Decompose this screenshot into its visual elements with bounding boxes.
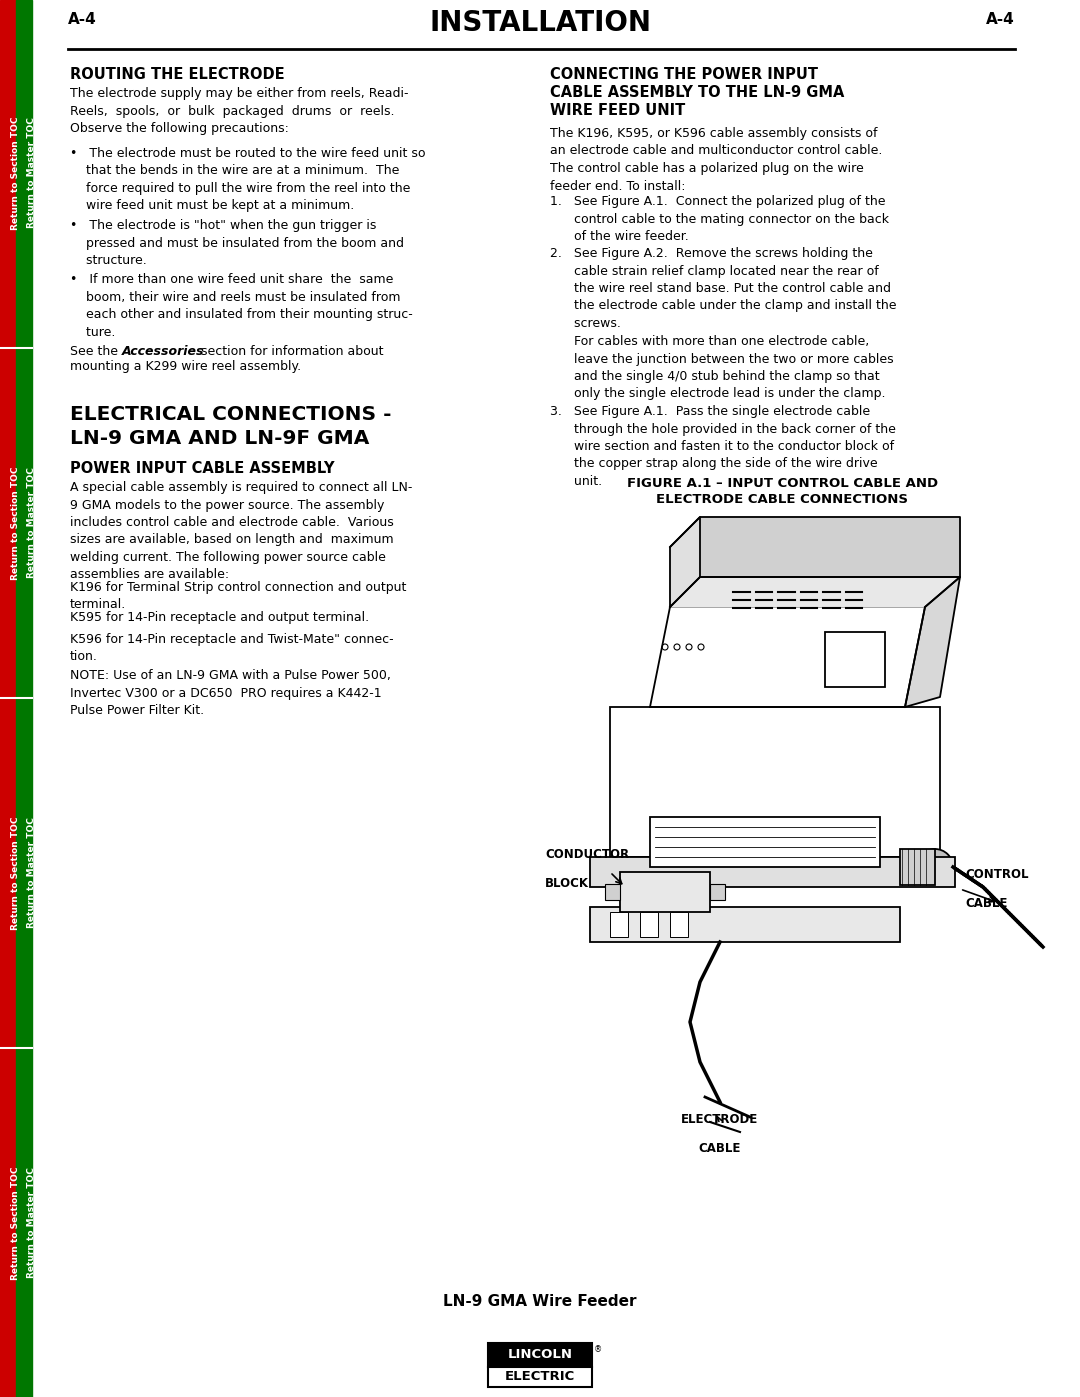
Text: A-4: A-4 [986,13,1015,27]
Text: ROUTING THE ELECTRODE: ROUTING THE ELECTRODE [70,67,285,82]
Text: Return to Master TOC: Return to Master TOC [27,468,37,578]
Text: CABLE: CABLE [699,1141,741,1155]
Text: LN-9 GMA Wire Feeder: LN-9 GMA Wire Feeder [443,1294,637,1309]
Polygon shape [905,577,960,707]
Bar [16,0,32,1397]
Text: POWER INPUT CABLE ASSEMBLY: POWER INPUT CABLE ASSEMBLY [70,461,335,476]
Circle shape [662,644,669,650]
Text: The K196, K595, or K596 cable assembly consists of
an electrode cable and multic: The K196, K595, or K596 cable assembly c… [550,127,882,193]
Text: ELECTRODE: ELECTRODE [681,1113,758,1126]
Text: CONDUCTOR: CONDUCTOR [545,848,630,861]
Text: ELECTRICAL CONNECTIONS -: ELECTRICAL CONNECTIONS - [70,405,391,425]
Text: mounting a K299 wire reel assembly.: mounting a K299 wire reel assembly. [70,360,301,373]
Bar [488,1343,592,1368]
Bar [650,817,880,868]
Bar [710,884,725,900]
Circle shape [685,887,696,897]
Polygon shape [650,608,924,707]
Bar [670,912,688,937]
Text: section for information about: section for information about [197,345,383,358]
Circle shape [686,644,692,650]
Text: K196 for Terminal Strip control connection and output
terminal.: K196 for Terminal Strip control connecti… [70,581,406,612]
Text: •   The electrode is "hot" when the gun trigger is
    pressed and must be insul: • The electrode is "hot" when the gun tr… [70,219,404,267]
Bar [620,872,710,912]
Bar [825,631,885,687]
Text: WIRE FEED UNIT: WIRE FEED UNIT [550,103,685,117]
Bar [610,912,627,937]
Text: 3.   See Figure A.1.  Pass the single electrode cable
      through the hole pro: 3. See Figure A.1. Pass the single elect… [550,405,896,488]
Text: LINCOLN: LINCOLN [508,1348,572,1362]
Text: FIGURE A.1 – INPUT CONTROL CABLE AND: FIGURE A.1 – INPUT CONTROL CABLE AND [626,476,939,490]
Text: For cables with more than one electrode cable,
      leave the junction between : For cables with more than one electrode … [550,335,893,401]
Bar [488,1368,592,1387]
Text: Return to Section TOC: Return to Section TOC [12,816,21,930]
Circle shape [663,890,667,894]
Text: CONTROL: CONTROL [966,868,1028,882]
Text: Return to Master TOC: Return to Master TOC [27,117,37,229]
Text: Accessories: Accessories [122,345,204,358]
Bar [640,912,658,937]
Text: BLOCK: BLOCK [545,877,589,890]
Bar [900,849,935,886]
Bar [590,907,900,942]
Text: A-4: A-4 [68,13,97,27]
Circle shape [917,849,953,886]
Circle shape [635,887,645,897]
Text: CONNECTING THE POWER INPUT: CONNECTING THE POWER INPUT [550,67,818,82]
Polygon shape [670,517,700,608]
Text: Return to Master TOC: Return to Master TOC [27,817,37,929]
Text: See the: See the [70,345,122,358]
Text: •   The electrode must be routed to the wire feed unit so
    that the bends in : • The electrode must be routed to the wi… [70,147,426,212]
Text: NOTE: Use of an LN-9 GMA with a Pulse Power 500,
Invertec V300 or a DC650  PRO r: NOTE: Use of an LN-9 GMA with a Pulse Po… [70,669,391,717]
Text: Return to Section TOC: Return to Section TOC [12,116,21,229]
Text: ®: ® [594,1345,603,1354]
Text: INSTALLATION: INSTALLATION [429,8,651,36]
Text: LN-9 GMA AND LN-9F GMA: LN-9 GMA AND LN-9F GMA [70,429,369,448]
Text: ELECTRIC: ELECTRIC [504,1370,576,1383]
Text: 2.   See Figure A.2.  Remove the screws holding the
      cable strain relief cl: 2. See Figure A.2. Remove the screws hol… [550,247,896,330]
Text: A special cable assembly is required to connect all LN-
9 GMA models to the powe: A special cable assembly is required to … [70,481,413,581]
Text: ELECTRODE CABLE CONNECTIONS: ELECTRODE CABLE CONNECTIONS [657,493,908,506]
Circle shape [660,887,670,897]
Polygon shape [670,517,960,577]
Text: •   If more than one wire feed unit share  the  same
    boom, their wire and re: • If more than one wire feed unit share … [70,272,413,338]
Bar [610,707,940,856]
Text: CABLE ASSEMBLY TO THE LN-9 GMA: CABLE ASSEMBLY TO THE LN-9 GMA [550,85,845,101]
Text: The electrode supply may be either from reels, Readi-
Reels,  spools,  or  bulk : The electrode supply may be either from … [70,87,408,136]
Circle shape [674,644,680,650]
Circle shape [688,890,692,894]
Text: 1.   See Figure A.1.  Connect the polarized plug of the
      control cable to t: 1. See Figure A.1. Connect the polarized… [550,196,889,243]
Text: Return to Section TOC: Return to Section TOC [12,1166,21,1280]
Bar [0,0,16,1397]
Polygon shape [670,577,960,608]
Text: Return to Section TOC: Return to Section TOC [12,467,21,580]
Circle shape [698,644,704,650]
Text: K595 for 14-Pin receptacle and output terminal.: K595 for 14-Pin receptacle and output te… [70,610,369,624]
Bar [590,856,955,887]
Circle shape [638,890,642,894]
Text: CABLE: CABLE [966,897,1008,909]
Bar [605,884,620,900]
Text: Return to Master TOC: Return to Master TOC [27,1168,37,1278]
Text: K596 for 14-Pin receptacle and Twist-Mate" connec-
tion.: K596 for 14-Pin receptacle and Twist-Mat… [70,633,393,664]
